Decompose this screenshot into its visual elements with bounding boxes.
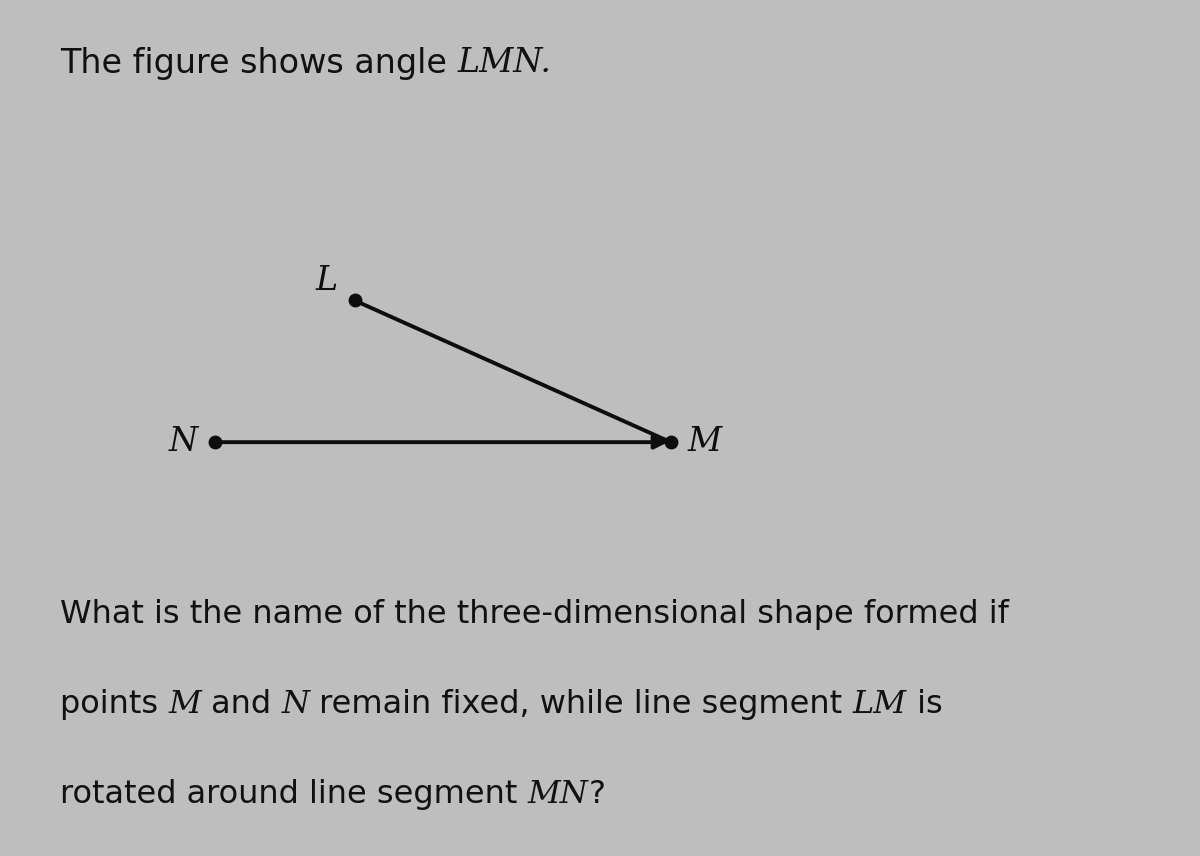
Text: The figure shows angle: The figure shows angle bbox=[60, 47, 457, 80]
Text: What is the name of the three-dimensional shape formed if: What is the name of the three-dimensiona… bbox=[60, 599, 1009, 630]
Text: M: M bbox=[168, 689, 202, 720]
Text: points: points bbox=[60, 689, 168, 720]
Text: N: N bbox=[281, 689, 310, 720]
Text: ?: ? bbox=[588, 779, 605, 810]
Text: N: N bbox=[169, 426, 198, 458]
Text: rotated around line segment: rotated around line segment bbox=[60, 779, 528, 810]
Text: and: and bbox=[202, 689, 281, 720]
Text: is: is bbox=[906, 689, 942, 720]
Text: LM: LM bbox=[852, 689, 906, 720]
Text: L: L bbox=[316, 265, 338, 297]
Text: MN: MN bbox=[528, 779, 588, 810]
Text: remain fixed, while line segment: remain fixed, while line segment bbox=[310, 689, 852, 720]
Text: LMN.: LMN. bbox=[457, 47, 552, 79]
Text: M: M bbox=[688, 426, 721, 458]
